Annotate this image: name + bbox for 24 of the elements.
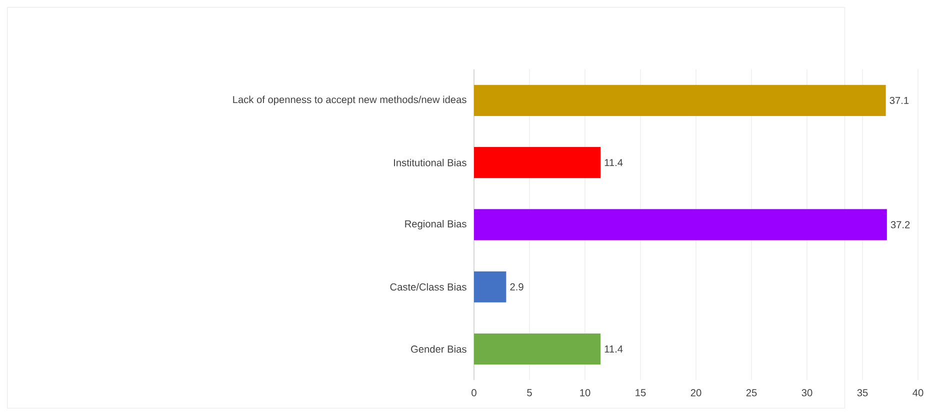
bar [474, 85, 886, 116]
data-label: 37.1 [890, 97, 909, 104]
x-tick-label: 5 [527, 389, 532, 396]
x-tick-label: 40 [912, 389, 924, 397]
x-tick-label: 15 [636, 389, 646, 396]
x-tick-label: 0 [472, 389, 476, 397]
bar [474, 147, 601, 178]
x-tick-label: 20 [690, 389, 702, 397]
x-tick-label: 10 [580, 389, 590, 397]
x-tick-label: 25 [746, 389, 757, 397]
y-tick-label: Caste/Class Bias [390, 283, 466, 291]
y-tick-label: Gender Bias [411, 346, 466, 353]
x-tick-label: 30 [802, 389, 812, 397]
data-label: 11.4 [604, 159, 623, 166]
y-tick-label: Institutional Bias [394, 159, 466, 167]
data-label: 2.9 [510, 284, 524, 291]
y-tick-label: Lack of openness to accept new methods/new ideas [233, 96, 466, 106]
data-label: 37.2 [890, 221, 910, 229]
bar [474, 272, 506, 303]
bar [474, 209, 887, 241]
y-tick-label: Regional Bias [405, 220, 466, 230]
x-tick-label: 35 [857, 389, 868, 397]
bar [474, 334, 601, 365]
data-label: 11.4 [604, 346, 623, 353]
